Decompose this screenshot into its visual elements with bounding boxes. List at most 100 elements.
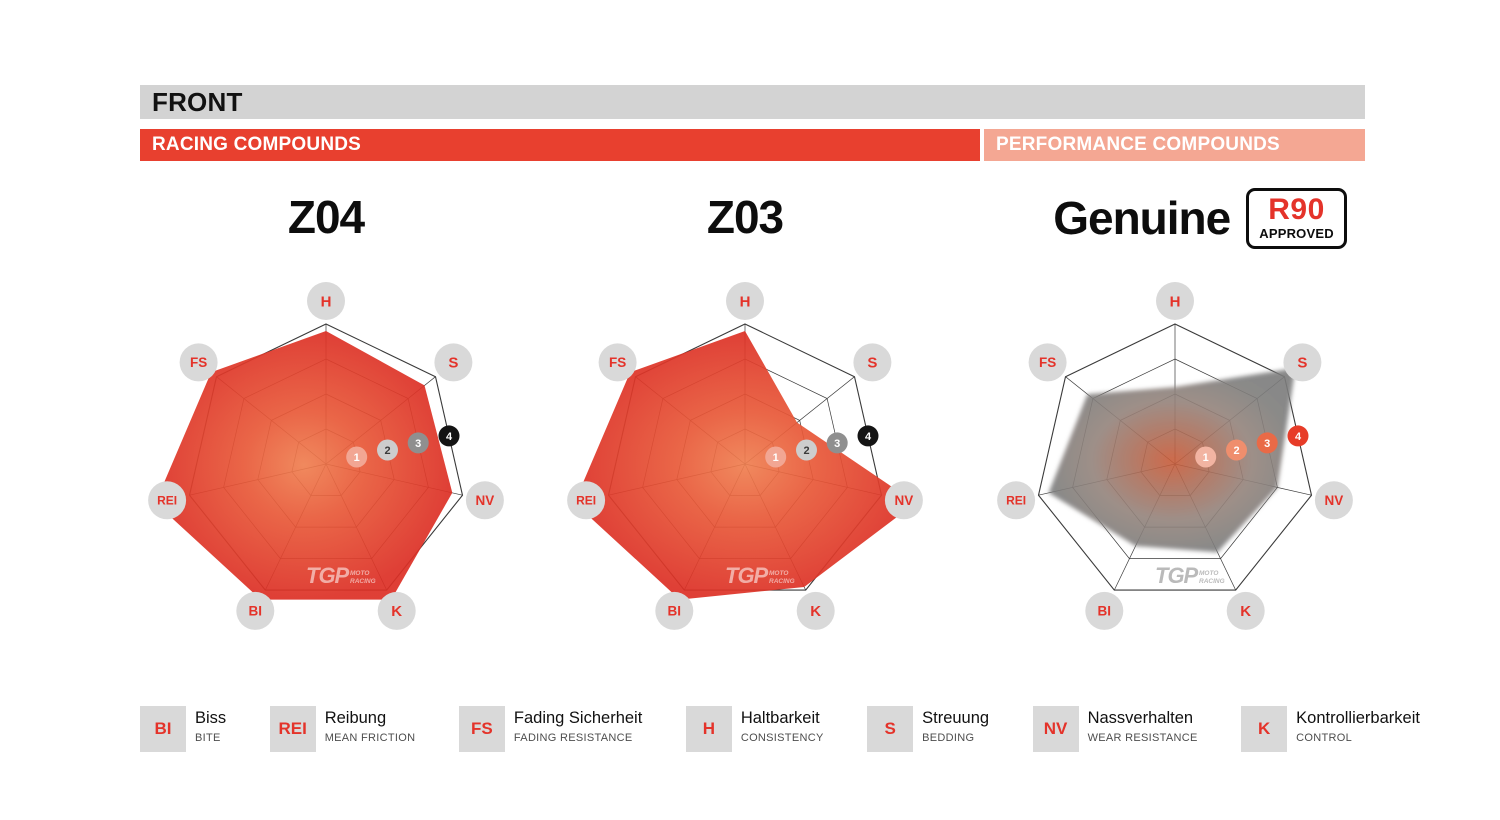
scale-marker-label: 2 xyxy=(803,445,809,457)
scale-marker-2 xyxy=(1226,439,1247,461)
scale-marker-label: 4 xyxy=(865,431,872,443)
scale-marker-label: 3 xyxy=(1264,438,1270,450)
performance-compounds-label: PERFORMANCE COMPOUNDS xyxy=(996,134,1280,155)
legend: BI Biss BITE REI Reibung MEAN FRICTION FS Fadin… xyxy=(140,706,1420,752)
scale-marker-label: 2 xyxy=(1233,445,1239,457)
scale-marker-3 xyxy=(826,432,848,454)
scale-marker-label: 4 xyxy=(1295,431,1302,443)
axis-label-circle-fs xyxy=(598,343,637,382)
scale-marker-1 xyxy=(346,446,368,468)
legend-translation: WEAR RESISTANCE xyxy=(1087,731,1198,744)
legend-texts: Streuung BEDDING xyxy=(922,706,989,744)
tgp-watermark-racing: RACING xyxy=(350,578,376,585)
axis-label-nv: NV xyxy=(1325,493,1344,508)
legend-item-s: S Streuung BEDDING xyxy=(867,706,989,752)
tgp-watermark-logo: TGP xyxy=(725,563,769,588)
header-bar: FRONT xyxy=(140,85,1365,119)
performance-compounds-bar: PERFORMANCE COMPOUNDS xyxy=(984,129,1365,161)
legend-texts: Nassverhalten WEAR RESISTANCE xyxy=(1088,706,1198,744)
axis-label-rei: REI xyxy=(1006,494,1026,508)
legend-term: Fading Sicherheit xyxy=(513,709,643,727)
legend-abbr-bi: BI xyxy=(140,706,186,752)
scale-marker-label: 1 xyxy=(773,452,779,464)
axis-label-circle-nv xyxy=(884,481,923,520)
axis-label-circle-h xyxy=(307,282,345,320)
tgp-watermark-logo: TGP xyxy=(1155,563,1199,588)
axis-label-circle-nv xyxy=(465,481,504,520)
scale-marker-2 xyxy=(377,439,398,461)
legend-texts: Kontrollierbarkeit CONTROL xyxy=(1296,706,1420,744)
legend-texts: Fading Sicherheit FADING RESISTANCE xyxy=(514,706,642,744)
scale-marker-label: 1 xyxy=(1203,452,1209,464)
axis-label-h: H xyxy=(321,293,332,310)
legend-abbr-h: H xyxy=(685,706,732,752)
axis-label-fs: FS xyxy=(190,355,207,370)
tgp-watermark-moto: MOTO xyxy=(1199,570,1218,577)
axis-label-circle-rei xyxy=(997,481,1036,520)
axis-label-circle-bi xyxy=(655,591,694,630)
radar-value-area xyxy=(155,331,453,600)
r90-approved-badge: R90 APPROVED xyxy=(1246,188,1347,249)
page-title: FRONT xyxy=(152,86,243,117)
legend-translation: BEDDING xyxy=(922,731,975,744)
legend-item-fs: FS Fading Sicherheit FADING RESISTANCE xyxy=(458,706,642,752)
legend-translation: MEAN FRICTION xyxy=(324,731,416,744)
axis-label-fs: FS xyxy=(609,355,626,370)
chart-title-z03: Z03 xyxy=(706,191,784,243)
legend-item-k: K Kontrollierbarkeit CONTROL xyxy=(1241,706,1420,752)
racing-compounds-label: RACING COMPOUNDS xyxy=(152,134,362,155)
legend-texts: Biss BITE xyxy=(195,706,226,744)
scale-marker-4 xyxy=(1287,425,1309,447)
axis-label-s: S xyxy=(448,355,458,372)
axis-label-fs: FS xyxy=(1039,355,1056,370)
scale-marker-2 xyxy=(796,439,817,461)
axis-label-circle-rei xyxy=(567,481,606,520)
axis-label-bi: BI xyxy=(249,604,262,619)
legend-item-rei: REI Reibung MEAN FRICTION xyxy=(269,706,416,752)
scale-marker-1 xyxy=(1195,446,1217,468)
axis-label-circle-rei xyxy=(148,481,187,520)
tgp-watermark-logo: TGP xyxy=(306,563,350,588)
legend-abbr-fs: FS xyxy=(458,706,505,752)
axis-label-circle-s xyxy=(1283,343,1322,382)
racing-compounds-bar: RACING COMPOUNDS xyxy=(140,129,980,161)
axis-label-circle-s xyxy=(434,343,473,382)
tgp-watermark-racing: RACING xyxy=(1199,578,1225,585)
axis-label-circle-h xyxy=(1156,282,1194,320)
tgp-watermark-moto: MOTO xyxy=(769,570,788,577)
axis-label-h: H xyxy=(740,293,751,310)
scale-marker-1 xyxy=(765,446,787,468)
axis-label-circle-fs xyxy=(179,343,218,382)
axis-label-k: K xyxy=(1240,603,1251,620)
scale-marker-label: 3 xyxy=(415,438,421,450)
legend-abbr-nv: NV xyxy=(1032,706,1079,752)
scale-marker-4 xyxy=(857,425,879,447)
axis-label-rei: REI xyxy=(576,494,596,508)
radar-value-area xyxy=(574,331,916,600)
axis-label-bi: BI xyxy=(668,604,682,619)
axis-label-s: S xyxy=(1297,355,1307,372)
legend-translation: BITE xyxy=(195,731,221,744)
chart-title-genuine: Genuine xyxy=(1053,192,1231,245)
scale-marker-label: 2 xyxy=(384,445,390,457)
legend-item-h: H Haltbarkeit CONSISTENCY xyxy=(685,706,824,752)
legend-term: Nassverhalten xyxy=(1087,709,1194,727)
legend-term: Streuung xyxy=(922,709,990,727)
legend-abbr-k: K xyxy=(1241,706,1288,752)
axis-label-k: K xyxy=(810,603,821,620)
axis-label-circle-h xyxy=(726,282,764,320)
legend-term: Reibung xyxy=(324,709,387,727)
axis-label-circle-bi xyxy=(1085,591,1124,630)
legend-translation: FADING RESISTANCE xyxy=(513,731,633,744)
axis-label-nv: NV xyxy=(895,493,914,508)
scale-marker-3 xyxy=(1256,432,1278,454)
approved-label: APPROVED xyxy=(1259,225,1334,241)
legend-term: Haltbarkeit xyxy=(740,709,820,727)
scale-marker-label: 1 xyxy=(354,452,360,464)
axis-label-circle-bi xyxy=(236,591,275,630)
axis-label-circle-k xyxy=(796,591,835,630)
axis-label-circle-k xyxy=(1226,591,1265,630)
